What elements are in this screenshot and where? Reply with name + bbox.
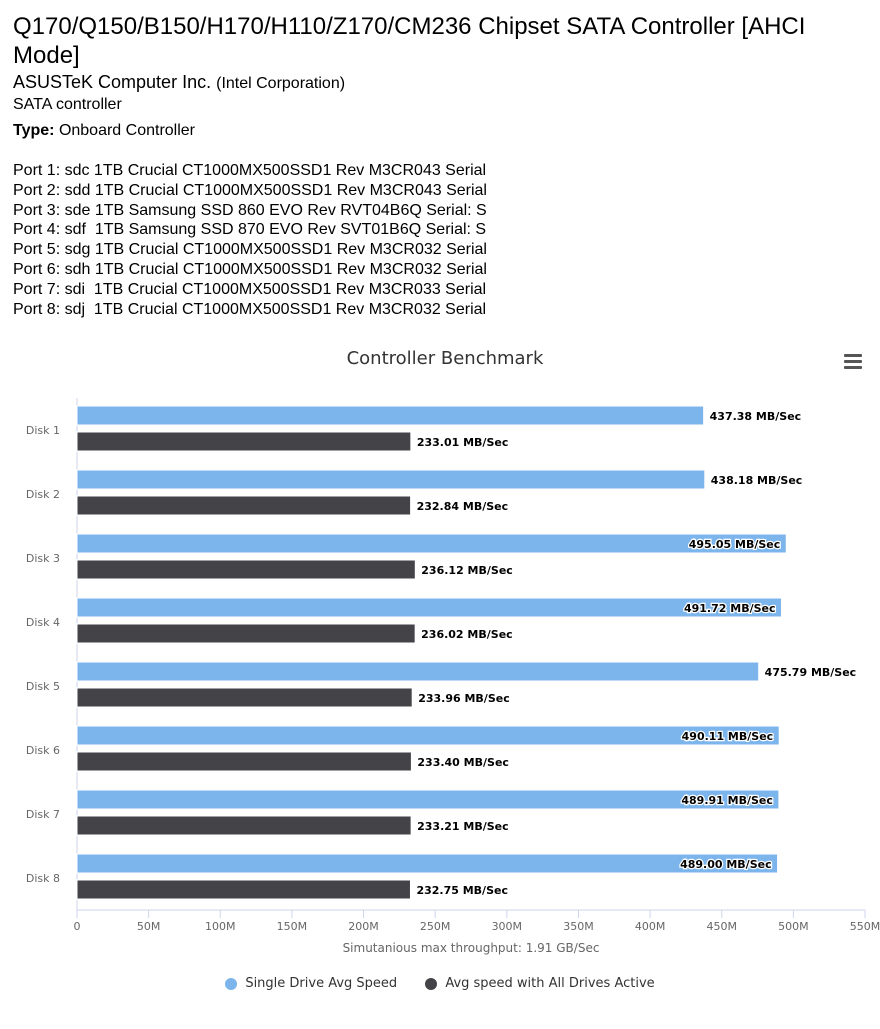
chart-legend: Single Drive Avg Speed Avg speed with Al… (0, 976, 880, 994)
benchmark-chart-svg: Controller Benchmark 0 50M 100M 150M 200M 250M… (26, 348, 880, 955)
device-title: Q170/Q150/B150/H170/H110/Z170/CM236 Chip… (13, 13, 806, 69)
category-label: Disk 7 (26, 808, 60, 821)
manufacturer-line: ASUSTeK Computer Inc. (Intel Corporation… (13, 72, 873, 94)
bar-value-label-single-drive: 489.91 MB/Sec (681, 794, 773, 807)
x-axis-label: Simutanious max throughput: 1.91 GB/Sec (343, 941, 600, 955)
category-label: Disk 4 (26, 616, 60, 629)
bar-single-drive (76, 853, 779, 874)
x-tick-label: 250M (420, 920, 451, 933)
x-tick-label: 400M (635, 920, 666, 933)
x-tick-label: 0 (74, 920, 81, 933)
x-tick-label: 550M (850, 920, 880, 933)
bar-value-label-all-drives: 232.84 MB/Sec (417, 500, 509, 513)
bar-single-drive (76, 405, 705, 426)
category-label: Disk 2 (26, 488, 60, 501)
bar-single-drive (76, 789, 780, 810)
bar-value-label-all-drives: 236.12 MB/Sec (421, 564, 513, 577)
bar-all-drives (76, 495, 412, 516)
legend-label: Avg speed with All Drives Active (445, 976, 655, 991)
bar-all-drives (76, 623, 416, 644)
port-item: Port 5: sdg 1TB Crucial CT1000MX500SSD1 … (13, 241, 487, 259)
port-item: Port 1: sdc 1TB Crucial CT1000MX500SSD1 … (13, 162, 487, 179)
chart-menu-button[interactable] (842, 352, 864, 372)
bar-all-drives (76, 431, 412, 452)
bar-single-drive (76, 469, 706, 490)
x-tick-label: 50M (137, 920, 161, 933)
device-class: SATA controller (13, 96, 122, 113)
legend-item-all-drives[interactable]: Avg speed with All Drives Active (425, 976, 655, 991)
port-item: Port 2: sdd 1TB Crucial CT1000MX500SSD1 … (13, 181, 487, 199)
bar-value-label-single-drive: 438.18 MB/Sec (711, 474, 803, 487)
x-tick-label: 450M (706, 920, 737, 933)
port-item: Port 6: sdh 1TB Crucial CT1000MX500SSD1 … (13, 260, 487, 278)
bar-value-label-all-drives: 236.02 MB/Sec (421, 628, 513, 641)
x-tick-label: 100M (205, 920, 236, 933)
manufacturer-name: ASUSTeK Computer Inc. (13, 72, 212, 92)
category-label: Disk 5 (26, 680, 60, 693)
category-label: Disk 6 (26, 744, 60, 757)
bar-value-label-all-drives: 233.96 MB/Sec (418, 692, 510, 705)
device-type: Type: Onboard Controller (13, 121, 873, 141)
bar-value-label-all-drives: 232.75 MB/Sec (416, 884, 508, 897)
bar-value-label-single-drive: 489.00 MB/Sec (680, 858, 772, 871)
legend-swatch (425, 977, 438, 990)
x-tick-label: 300M (492, 920, 523, 933)
bar-single-drive (76, 661, 760, 682)
bar-value-label-single-drive: 491.72 MB/Sec (684, 602, 776, 615)
x-tick-label: 350M (563, 920, 594, 933)
bar-all-drives (76, 815, 412, 836)
bar-all-drives (76, 751, 412, 772)
legend-item-single-drive[interactable]: Single Drive Avg Speed (225, 976, 397, 991)
menu-bar (844, 360, 862, 363)
port-list: Port 1: sdc 1TB Crucial CT1000MX500SSD1 … (13, 161, 519, 319)
port-item: Port 4: sdf 1TB Samsung SSD 870 EVO Rev … (13, 221, 487, 239)
bar-all-drives (76, 559, 416, 580)
bar-all-drives (76, 879, 411, 900)
x-tick-label: 500M (778, 920, 809, 933)
x-tick-label: 200M (348, 920, 379, 933)
bar-single-drive (76, 597, 783, 618)
bar-value-label-all-drives: 233.01 MB/Sec (417, 436, 509, 449)
chart-title: Controller Benchmark (347, 348, 544, 369)
legend-swatch (225, 977, 238, 990)
menu-bar (844, 366, 862, 369)
bar-value-label-single-drive: 475.79 MB/Sec (765, 666, 857, 679)
category-label: Disk 3 (26, 552, 60, 565)
benchmark-chart: Controller Benchmark 0 50M 100M 150M 200M 250M… (0, 340, 880, 1024)
port-item: Port 8: sdj 1TB Crucial CT1000MX500SSD1 … (13, 300, 487, 318)
bar-value-label-all-drives: 233.21 MB/Sec (417, 820, 509, 833)
bar-value-label-single-drive: 437.38 MB/Sec (710, 410, 802, 423)
bar-all-drives (76, 687, 413, 708)
bar-single-drive (76, 725, 780, 746)
x-tick-label: 150M (277, 920, 308, 933)
menu-bar (844, 354, 862, 357)
bar-value-label-all-drives: 233.40 MB/Sec (417, 756, 509, 769)
bar-value-label-single-drive: 490.11 MB/Sec (682, 730, 774, 743)
port-item: Port 3: sde 1TB Samsung SSD 860 EVO Rev … (13, 201, 487, 219)
device-header: Q170/Q150/B150/H170/H110/Z170/CM236 Chip… (13, 12, 873, 141)
legend-label: Single Drive Avg Speed (245, 976, 398, 991)
category-label: Disk 8 (26, 872, 60, 885)
category-label: Disk 1 (26, 424, 60, 437)
port-item: Port 7: sdi 1TB Crucial CT1000MX500SSD1 … (13, 280, 487, 298)
bar-value-label-single-drive: 495.05 MB/Sec (689, 538, 781, 551)
type-value: Onboard Controller (58, 122, 196, 139)
type-label: Type: (13, 122, 55, 139)
manufacturer-sub: (Intel Corporation) (216, 75, 346, 92)
bar-single-drive (76, 533, 787, 554)
